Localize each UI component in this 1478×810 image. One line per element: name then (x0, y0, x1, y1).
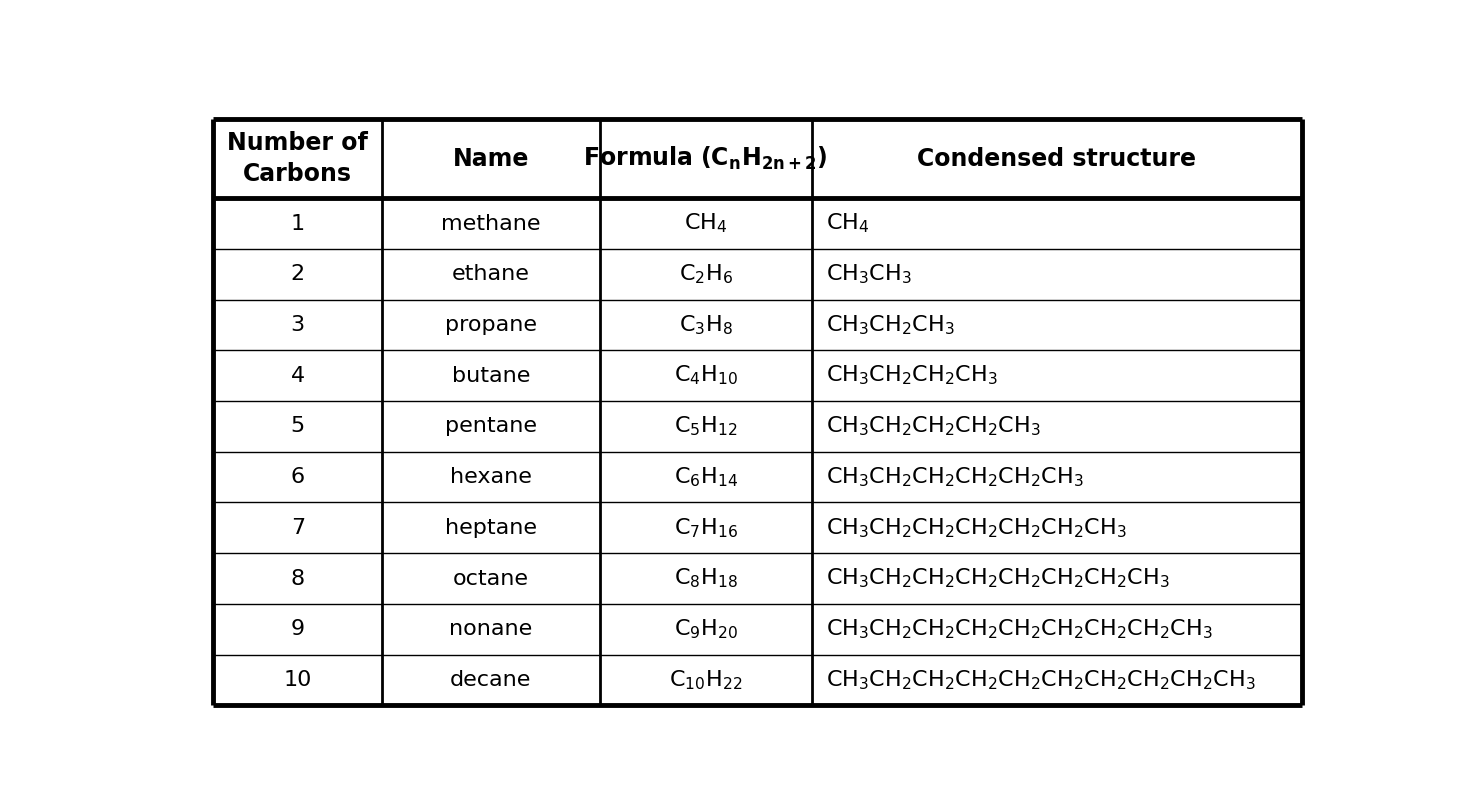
Text: heptane: heptane (445, 518, 537, 538)
Text: $\mathregular{C_{9}H_{20}}$: $\mathregular{C_{9}H_{20}}$ (674, 617, 738, 641)
Text: $\mathregular{C_{10}H_{22}}$: $\mathregular{C_{10}H_{22}}$ (670, 668, 742, 692)
Text: butane: butane (452, 365, 531, 386)
Text: $\mathregular{CH_3CH_2CH_2CH_2CH_2CH_2CH_2CH_2CH_2CH_3}$: $\mathregular{CH_3CH_2CH_2CH_2CH_2CH_2CH… (826, 668, 1255, 692)
Text: $\mathregular{CH_3CH_2CH_2CH_2CH_2CH_2CH_2CH_3}$: $\mathregular{CH_3CH_2CH_2CH_2CH_2CH_2CH… (826, 567, 1169, 590)
Text: $\mathregular{C_{7}H_{16}}$: $\mathregular{C_{7}H_{16}}$ (674, 516, 738, 539)
Text: $\mathregular{C_{8}H_{18}}$: $\mathregular{C_{8}H_{18}}$ (674, 567, 738, 590)
Text: $\mathregular{CH_3CH_2CH_2CH_3}$: $\mathregular{CH_3CH_2CH_2CH_3}$ (826, 364, 998, 387)
Text: $\mathregular{CH_3CH_2CH_2CH_2CH_2CH_2CH_2CH_2CH_3}$: $\mathregular{CH_3CH_2CH_2CH_2CH_2CH_2CH… (826, 617, 1212, 641)
Text: 2: 2 (291, 264, 304, 284)
Text: hexane: hexane (449, 467, 532, 487)
Text: $\mathregular{CH_4}$: $\mathregular{CH_4}$ (826, 211, 869, 236)
Text: $\mathregular{CH_3CH_2CH_2CH_2CH_2CH_2CH_3}$: $\mathregular{CH_3CH_2CH_2CH_2CH_2CH_2CH… (826, 516, 1126, 539)
Text: $\mathregular{CH_3CH_2CH_2CH_2CH_2CH_3}$: $\mathregular{CH_3CH_2CH_2CH_2CH_2CH_3}$ (826, 465, 1083, 489)
Text: Number of
Carbons: Number of Carbons (228, 130, 368, 186)
Text: $\mathregular{C_{3}H_{8}}$: $\mathregular{C_{3}H_{8}}$ (678, 313, 733, 337)
Text: $\mathregular{C_{2}H_{6}}$: $\mathregular{C_{2}H_{6}}$ (678, 262, 733, 286)
Text: 6: 6 (291, 467, 304, 487)
Text: Condensed structure: Condensed structure (918, 147, 1196, 171)
Text: pentane: pentane (445, 416, 537, 437)
Text: 3: 3 (291, 315, 304, 335)
Text: octane: octane (452, 569, 529, 589)
Text: $\mathregular{CH_3CH_2CH_2CH_2CH_3}$: $\mathregular{CH_3CH_2CH_2CH_2CH_3}$ (826, 415, 1041, 438)
Text: $\mathregular{CH_3CH_2CH_3}$: $\mathregular{CH_3CH_2CH_3}$ (826, 313, 955, 337)
Text: $\mathregular{C_{4}H_{10}}$: $\mathregular{C_{4}H_{10}}$ (674, 364, 738, 387)
Text: methane: methane (440, 214, 541, 233)
Text: 7: 7 (291, 518, 304, 538)
Text: propane: propane (445, 315, 537, 335)
Text: $\mathbf{Formula\ (C_nH_{2n+2})}$: $\mathbf{Formula\ (C_nH_{2n+2})}$ (584, 145, 828, 173)
Text: 5: 5 (291, 416, 304, 437)
Text: decane: decane (451, 670, 532, 690)
Text: 10: 10 (284, 670, 312, 690)
Text: $\mathregular{CH_4}$: $\mathregular{CH_4}$ (684, 211, 727, 236)
Text: 4: 4 (291, 365, 304, 386)
Text: Name: Name (452, 147, 529, 171)
Text: 8: 8 (291, 569, 304, 589)
Text: 1: 1 (291, 214, 304, 233)
Text: $\mathregular{C_{6}H_{14}}$: $\mathregular{C_{6}H_{14}}$ (674, 465, 738, 489)
Text: $\mathregular{C_{5}H_{12}}$: $\mathregular{C_{5}H_{12}}$ (674, 415, 738, 438)
Text: $\mathregular{CH_3CH_3}$: $\mathregular{CH_3CH_3}$ (826, 262, 912, 286)
Text: 9: 9 (291, 619, 304, 639)
Text: ethane: ethane (452, 264, 529, 284)
Text: nonane: nonane (449, 619, 532, 639)
